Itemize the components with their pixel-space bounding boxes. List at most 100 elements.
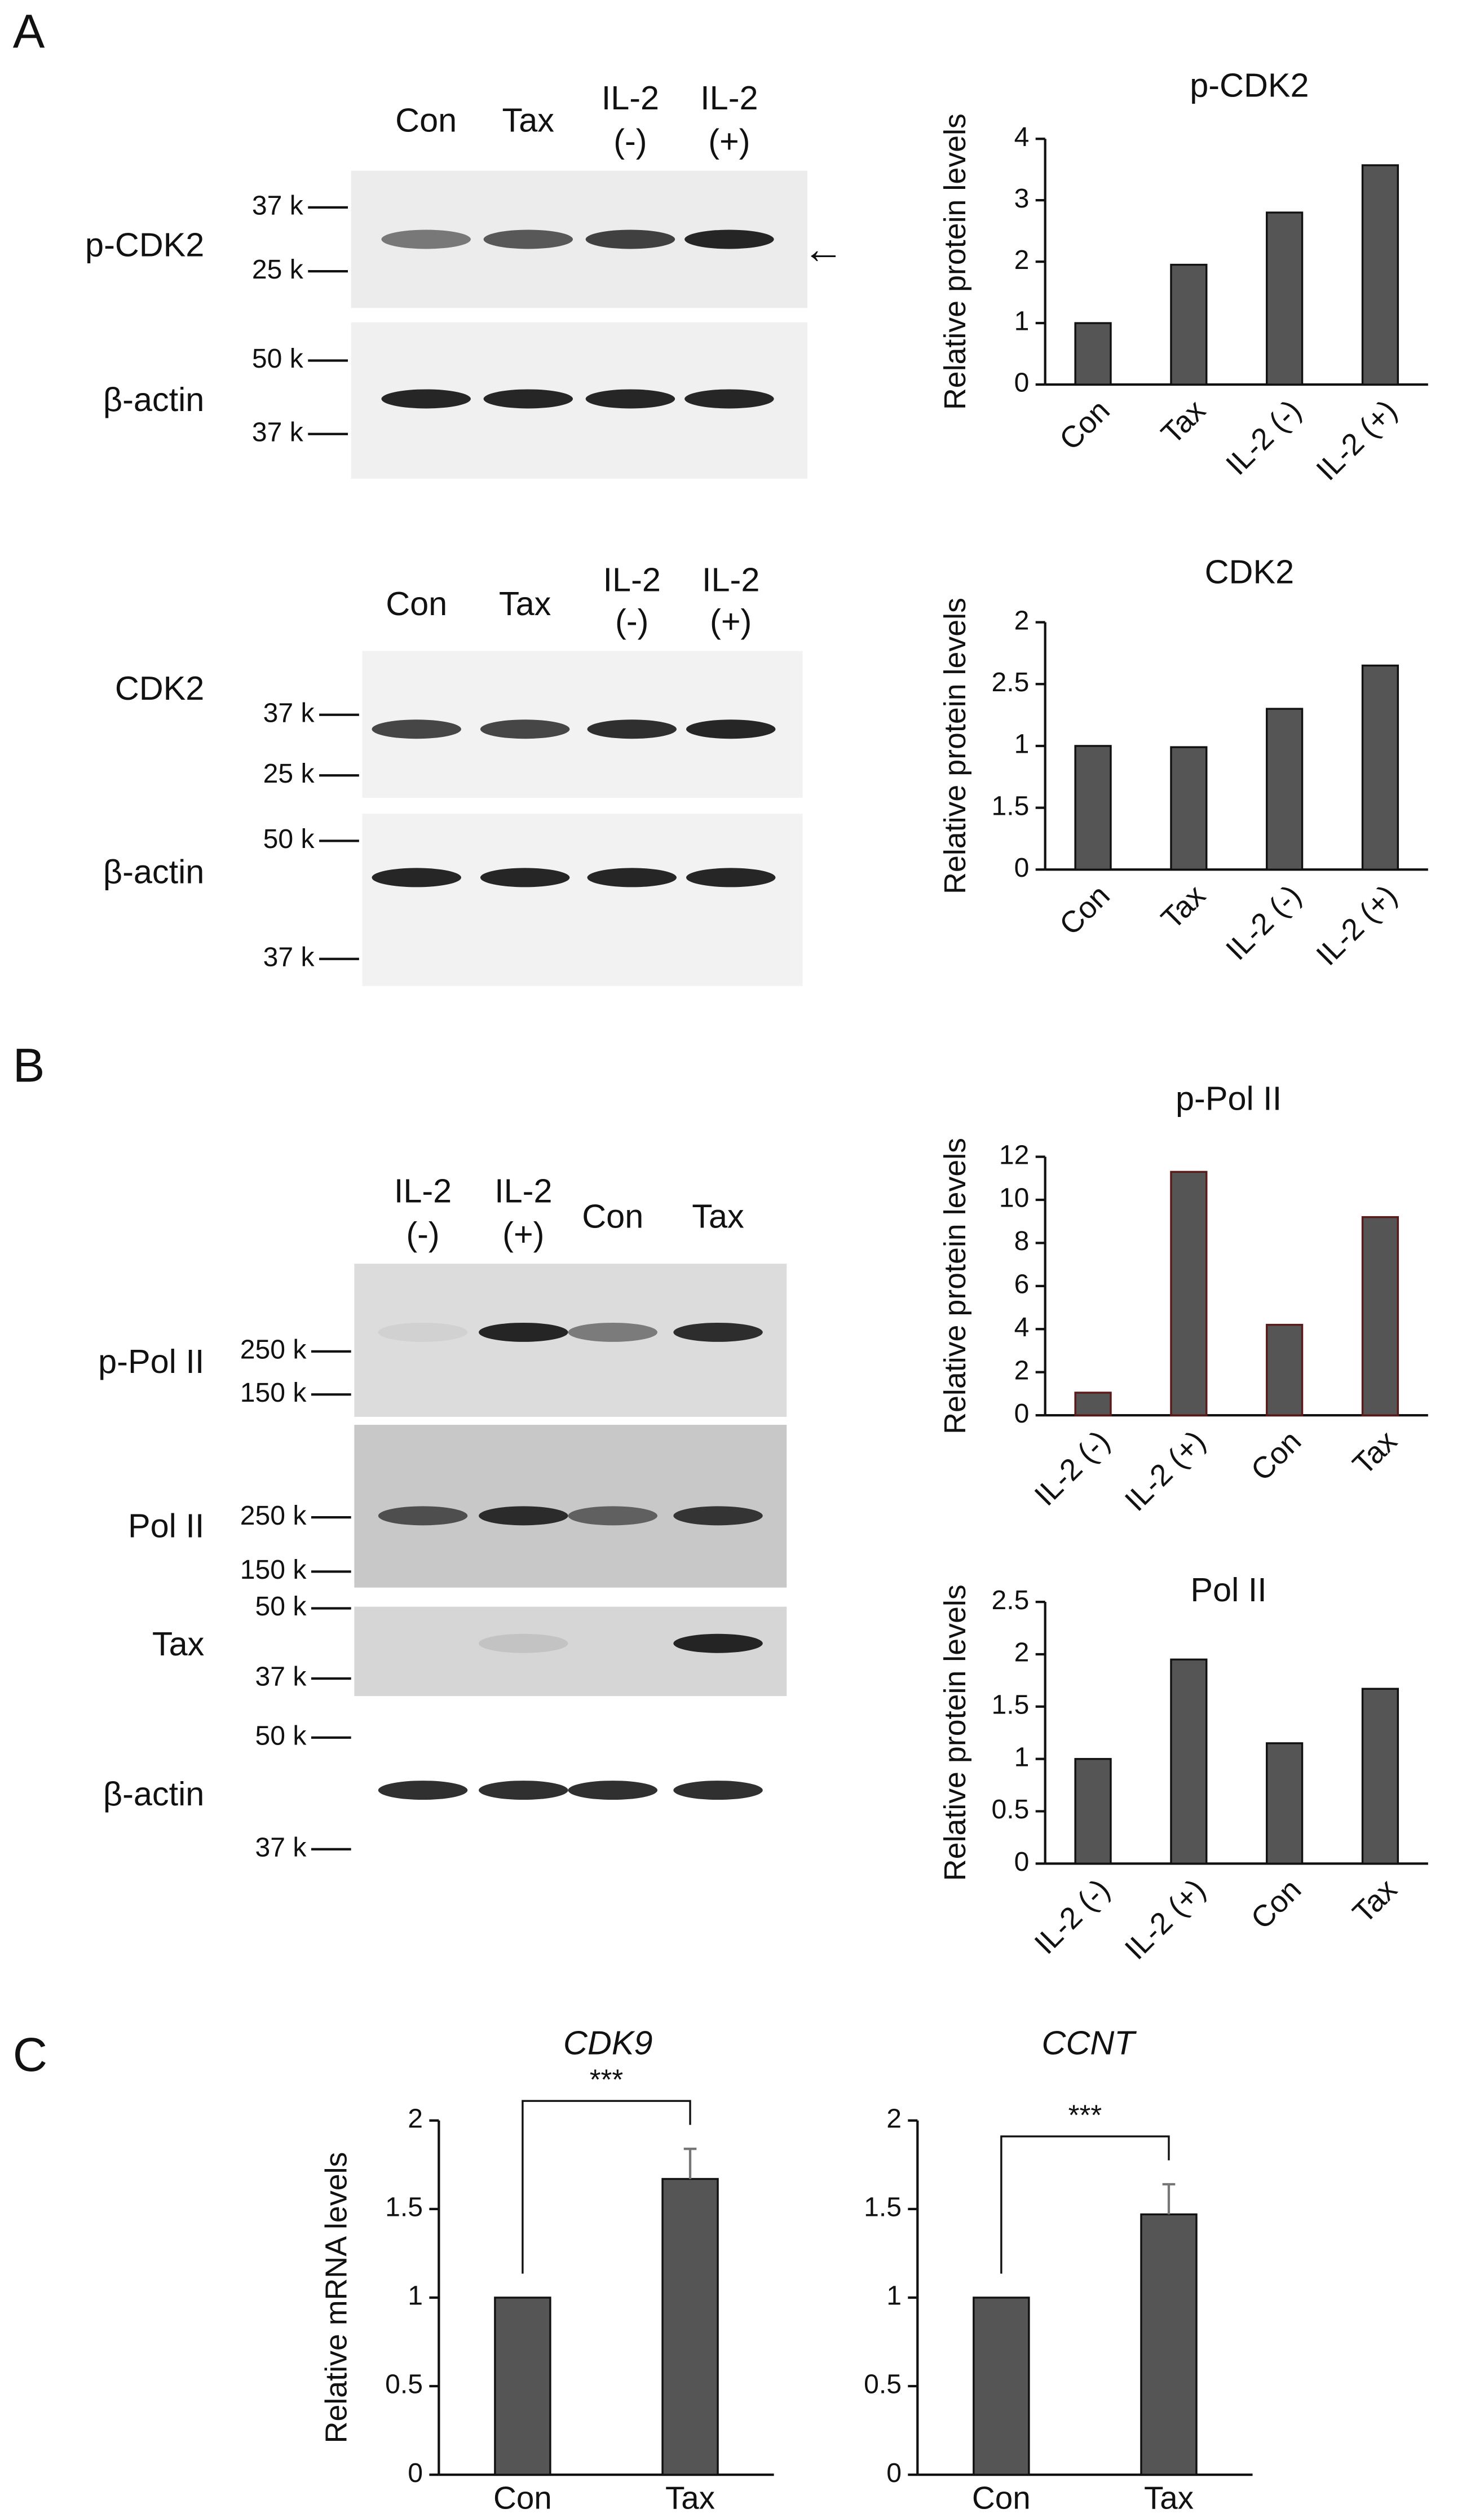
bar [1170,1658,1208,1865]
blot-band [479,1322,568,1342]
bar [1170,746,1208,871]
blot-band [372,719,461,739]
bar [1170,263,1208,386]
significance-bracket [1000,2135,1170,2274]
bar [973,2296,1030,2476]
protein-label: Tax [152,1625,205,1663]
marker-label: 25 k [263,758,315,789]
blot-band [673,1633,763,1653]
protein-label: β-actin [103,1775,204,1813]
marker-label: 25 k [252,254,304,285]
blot-image [354,1425,787,1588]
x-tick-label: Tax [1346,1872,1404,1930]
marker-label: 37 k [263,942,315,972]
x-tick-label: IL-2 (+) [1310,394,1403,487]
x-tick-label: Tax [1155,394,1212,451]
significance-label: *** [590,2064,624,2096]
marker-label: 250 k [240,1335,307,1365]
lane-label: (+) [502,1215,544,1253]
blot-band [479,1506,568,1526]
y-tick-label: 6 [1014,1269,1030,1300]
lane-label: Tax [692,1198,744,1235]
y-tick-label: 1 [1014,729,1030,759]
y-axis-label: Relative mRNA levels [319,2152,353,2444]
blot-band [585,389,675,409]
x-tick-label: IL-2 (+) [1119,1872,1212,1966]
bar [1266,1742,1304,1865]
significance-label: *** [1068,2099,1102,2131]
marker-label: 37 k [255,1832,307,1862]
y-tick-label: 1 [408,2281,423,2311]
x-tick-label: IL-2 (+) [1310,878,1403,972]
panel-letter: A [13,5,45,58]
bar [1170,1171,1208,1416]
marker-label: 37 k [263,697,315,728]
marker-label: 37 k [252,417,304,447]
chart-title: p-Pol II [1176,1079,1282,1117]
y-tick-label: 3 [1014,183,1030,214]
blot-band [587,868,677,887]
x-tick-label: IL-2 (-) [1028,1424,1116,1512]
bar [1074,745,1112,871]
bar [494,2296,551,2476]
y-axis-label: Relative protein levels [938,113,972,410]
y-tick-label: 2.5 [992,1585,1030,1615]
blot-band [378,1781,468,1800]
x-tick-label: Con [493,2480,552,2513]
significance-bracket [522,2100,691,2274]
blot-band [587,719,677,739]
y-tick-label: 2 [886,2104,902,2134]
y-tick-label: 2 [408,2104,423,2134]
lane-label: (-) [613,122,647,160]
blot-band [381,389,471,409]
bar [1140,2213,1198,2476]
marker-label: 150 k [240,1554,307,1585]
x-tick-label: IL-2 (-) [1028,1872,1116,1960]
y-tick-label: 8 [1014,1226,1030,1256]
lane-label: IL-2 [702,561,759,599]
x-tick-label: Tax [1346,1424,1404,1482]
chart-title: p-CDK2 [1190,66,1309,104]
y-tick-label: 1 [1014,1742,1030,1772]
y-axis-label: Relative protein levels [938,1138,972,1434]
bar [1074,322,1112,386]
protein-label: β-actin [103,381,204,418]
y-tick-label: 0.5 [992,1794,1030,1825]
blot-band [568,1781,658,1800]
marker-label: 50 k [263,824,315,854]
bar [1361,664,1399,871]
x-tick-label: Tax [1155,878,1212,936]
y-tick-label: 4 [1014,1312,1030,1342]
lane-label: Con [386,585,447,622]
x-tick-label: Tax [665,2480,715,2513]
blot-band [673,1506,763,1526]
x-tick-label: IL-2 (+) [1119,1424,1212,1518]
y-tick-label: 2 [1014,1355,1030,1385]
chart-title: CDK2 [1205,553,1294,590]
x-tick-label: Con [1053,394,1116,457]
marker-label: 50 k [252,343,304,374]
y-tick-label: 10 [999,1183,1029,1213]
lane-label: Tax [499,585,551,622]
blot-band [684,229,774,249]
bar [1266,708,1304,871]
blot-band [686,868,776,887]
blot-band [568,1506,658,1526]
bar [1361,164,1399,386]
bar [1074,1392,1112,1416]
bar [1361,1688,1399,1865]
x-tick-label: Con [1244,1424,1308,1487]
lane-label: IL-2 [603,561,661,599]
y-tick-label: 1.5 [992,790,1030,821]
blot-band [479,1781,568,1800]
x-tick-label: Con [972,2480,1031,2513]
x-tick-label: IL-2 (-) [1220,878,1308,966]
protein-label: p-Pol II [98,1342,204,1380]
lane-label: Con [582,1198,643,1235]
blot-band [480,868,570,887]
protein-label: Pol II [128,1507,204,1545]
bar [1266,1323,1304,1416]
protein-label: p-CDK2 [85,226,204,263]
y-tick-label: 1.5 [385,2192,423,2223]
